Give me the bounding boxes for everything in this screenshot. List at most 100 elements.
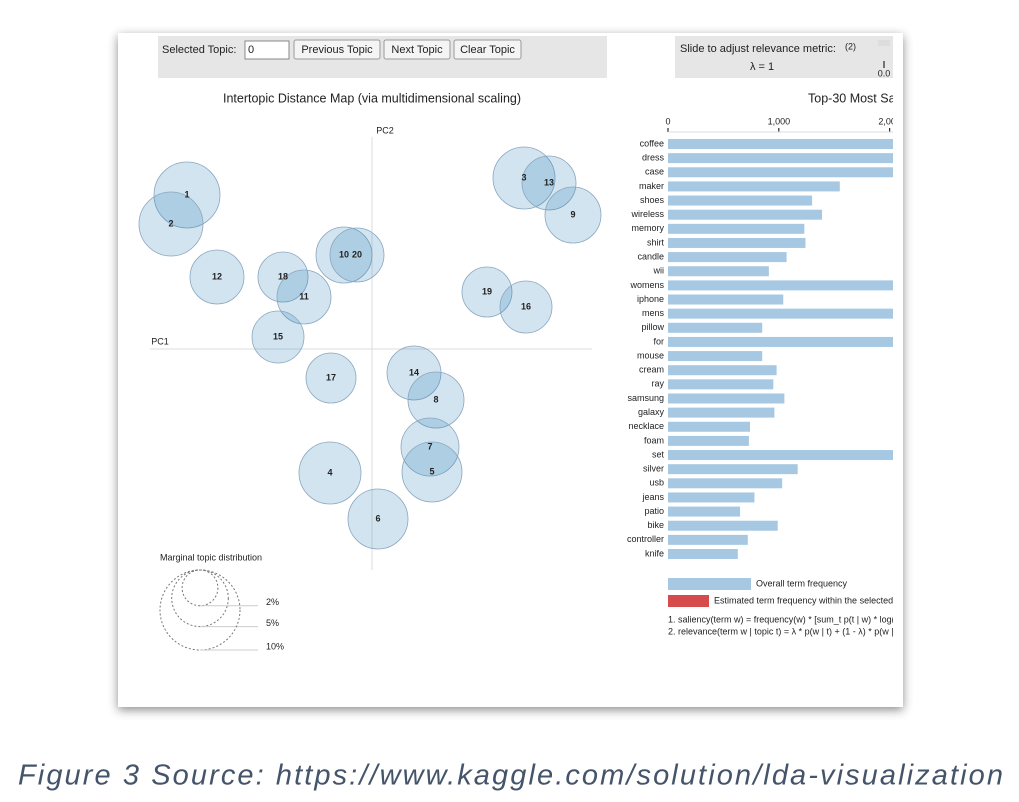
topic-circle[interactable] <box>298 441 362 505</box>
topic-label: 8 <box>433 394 438 404</box>
bar <box>668 139 893 149</box>
y-axis-label: PC2 <box>376 125 394 135</box>
topic-circle[interactable] <box>499 280 553 334</box>
topic-circle[interactable] <box>407 371 465 429</box>
bar <box>668 506 741 517</box>
term-label: mouse <box>637 350 664 360</box>
bars-title: Top-30 Most Salient Terms(1) <box>808 91 971 105</box>
term-label: silver <box>643 464 664 474</box>
topic-label: 7 <box>427 441 432 451</box>
bar <box>668 280 893 291</box>
term-label: womens <box>629 280 664 290</box>
topic-label: 10 <box>339 249 349 259</box>
x-axis-label: PC1 <box>151 336 169 346</box>
topic-circle[interactable] <box>257 251 309 303</box>
topic-circle[interactable] <box>276 269 332 325</box>
term-label: samsung <box>627 393 664 403</box>
topic-circle[interactable] <box>329 227 385 283</box>
button-label: Clear Topic <box>460 44 515 56</box>
legend-swatch <box>668 595 709 607</box>
topic-circle[interactable] <box>153 161 221 229</box>
x-tick-label: 1,000 <box>768 116 791 126</box>
button[interactable] <box>383 39 451 60</box>
bar <box>668 421 751 432</box>
topic-label: 1 <box>184 189 189 199</box>
marginal-label: 10% <box>266 641 284 651</box>
term-label: necklace <box>628 421 664 431</box>
term-label: knife <box>645 548 664 558</box>
bar <box>668 195 813 206</box>
term-label: jeans <box>641 492 664 502</box>
slider-box <box>675 36 893 78</box>
bar <box>668 365 777 376</box>
topic-input[interactable] <box>244 40 290 60</box>
term-label: controller <box>627 534 664 544</box>
term-label: for <box>653 336 664 346</box>
bar <box>668 336 893 347</box>
term-label: dress <box>642 153 665 163</box>
x-tick-label: 0 <box>665 116 670 126</box>
selected-label: Selected Topic: <box>162 44 236 56</box>
bar <box>668 534 748 545</box>
marginal-circle <box>181 569 219 607</box>
topic-circle[interactable] <box>521 155 577 211</box>
slider[interactable] <box>878 40 890 46</box>
bar <box>668 379 774 390</box>
marginal-label: 2% <box>266 597 279 607</box>
term-label: iphone <box>637 294 664 304</box>
bar <box>668 450 893 461</box>
bar <box>668 435 749 446</box>
bar <box>668 237 806 248</box>
term-label: wii <box>653 266 665 276</box>
bar <box>668 153 893 164</box>
topic-circle[interactable] <box>251 310 305 364</box>
topic-circle[interactable] <box>492 146 556 210</box>
slider-tick-label: 0.0 <box>878 68 891 78</box>
control-bar <box>158 36 607 78</box>
slider-note: (2) <box>845 41 856 51</box>
term-label: shoes <box>640 195 665 205</box>
topic-circle[interactable] <box>189 249 245 305</box>
topic-circle[interactable] <box>461 266 513 318</box>
term-label: candle <box>637 251 664 261</box>
x-tick-label: 2,000 <box>878 116 901 126</box>
topic-circle[interactable] <box>305 352 357 404</box>
bar <box>668 393 785 404</box>
term-label: memory <box>631 223 664 233</box>
topic-circle[interactable] <box>400 417 460 477</box>
topic-circle[interactable] <box>544 186 602 244</box>
topic-label: 16 <box>521 301 531 311</box>
topic-input-value: 0 <box>248 44 254 56</box>
term-label: foam <box>644 435 664 445</box>
bar <box>668 294 784 305</box>
bar <box>668 181 840 192</box>
bar <box>668 266 769 277</box>
bar <box>668 351 763 362</box>
bar <box>668 549 738 559</box>
term-label: galaxy <box>638 407 665 417</box>
term-label: usb <box>649 478 664 488</box>
topic-circle[interactable] <box>401 441 463 503</box>
bar <box>668 464 798 475</box>
topic-label: 9 <box>570 209 575 219</box>
topic-label: 2 <box>168 218 173 228</box>
button[interactable] <box>453 39 522 60</box>
topic-label: 13 <box>544 177 554 187</box>
legend-swatch <box>668 578 751 590</box>
topic-label: 4 <box>327 467 332 477</box>
topic-label: 15 <box>273 331 283 341</box>
topic-circle[interactable] <box>315 226 373 284</box>
topic-circle[interactable] <box>347 488 409 550</box>
term-label: cream <box>639 365 664 375</box>
term-label: mens <box>642 308 665 318</box>
term-label: patio <box>644 506 664 516</box>
footnote: 1. saliency(term w) = frequency(w) * [su… <box>668 614 1019 624</box>
bar <box>668 407 775 418</box>
caption: Figure 3 Source: https://www.kaggle.com/… <box>18 760 1003 792</box>
bar <box>668 223 805 234</box>
topic-circle[interactable] <box>386 345 442 401</box>
button[interactable] <box>293 39 381 60</box>
topic-circle[interactable] <box>138 191 204 257</box>
term-label: coffee <box>640 138 664 148</box>
bar <box>668 209 823 220</box>
